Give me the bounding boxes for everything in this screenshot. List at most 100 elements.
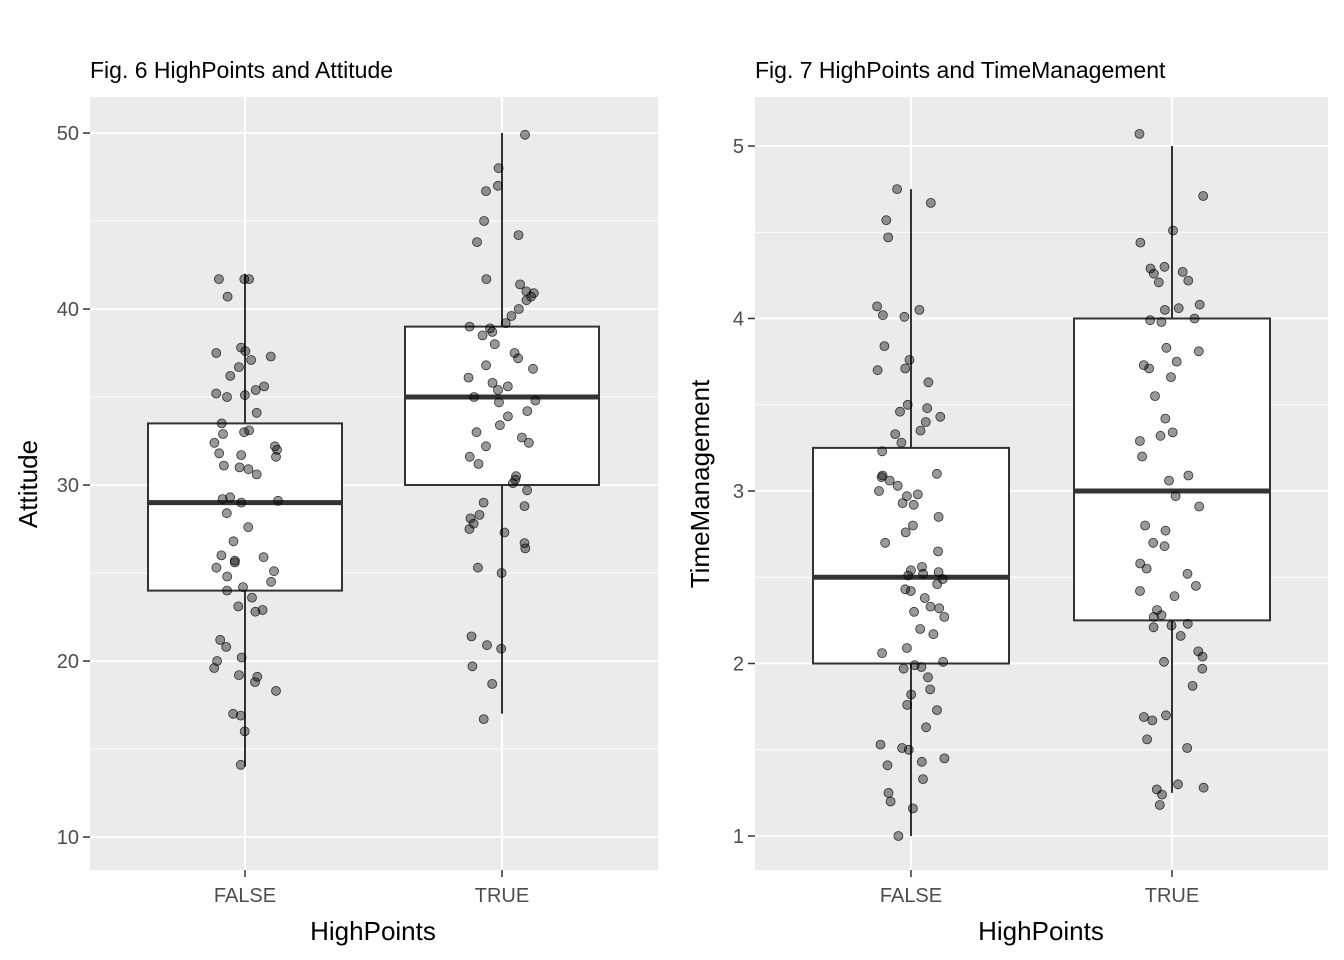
points-timemanagement [872,128,1209,841]
data-point [209,663,220,673]
box-true [1073,317,1271,622]
data-point [510,474,521,485]
data-point [1182,743,1193,753]
data-point [522,485,532,496]
data-point [933,546,943,557]
data-point [481,274,492,285]
y-tick-label: 5 [733,136,744,158]
data-point [1177,266,1188,277]
data-point [885,796,896,807]
data-point [234,670,244,680]
data-point [893,831,904,841]
data-point [1197,663,1208,674]
data-point [214,448,225,459]
data-point [874,486,884,496]
data-point [934,603,945,614]
data-point [479,216,490,226]
data-point [1170,491,1181,502]
data-point [269,566,279,577]
data-point [508,478,518,489]
data-point [1142,734,1152,745]
boxes-timemanagement [812,146,1271,836]
data-point [880,537,891,548]
data-point [1153,277,1164,288]
data-point [218,429,228,439]
x-tick-labels-attitude: FALSE TRUE [214,870,529,907]
data-point [1159,656,1169,667]
data-point [272,444,282,455]
data-point [935,411,946,422]
data-point [896,437,907,448]
data-point [217,494,228,505]
data-point [908,520,918,531]
data-point [1150,391,1160,402]
data-point [239,427,250,438]
data-point [234,462,245,473]
data-point [919,593,930,603]
data-point [1157,789,1167,800]
data-point [1156,317,1167,327]
data-point [266,576,277,587]
data-point [257,605,268,615]
data-point [939,612,950,622]
data-point [265,351,276,362]
data-point [216,418,227,429]
data-point [884,475,895,486]
data-point [464,321,475,332]
data-point [489,339,500,350]
data-point [487,679,498,689]
data-point [1182,568,1193,579]
data-point [211,348,222,358]
data-point [259,381,270,392]
y-tick-label: 3 [733,481,744,503]
data-point [1145,315,1155,326]
data-point [1183,275,1194,286]
data-point [252,671,263,682]
data-point [211,388,222,399]
y-tick-labels-attitude: 10 20 30 40 50 [57,123,90,849]
data-point [904,354,915,365]
data-point [1135,237,1146,248]
data-point [221,508,232,519]
data-point [246,355,257,365]
data-point [520,129,530,140]
data-point [1187,681,1198,691]
data-point [902,399,913,410]
data-point [243,464,254,475]
data-point [513,353,523,364]
data-point [1135,558,1146,569]
data-point [898,663,909,674]
data-point [239,390,250,401]
data-point [215,635,226,645]
data-point [250,606,261,617]
data-point [881,215,892,226]
data-point [500,318,511,329]
data-point [1139,712,1149,722]
data-point [1148,612,1159,622]
data-point [520,543,531,554]
data-point [238,582,248,592]
data-point [1135,436,1145,446]
data-point [872,365,883,376]
data-point [1138,360,1149,371]
data-point [918,568,928,579]
x-axis-title-timemanagement: HighPoints [978,916,1104,946]
data-point [908,803,918,814]
data-point [466,631,477,642]
box-false [812,446,1010,665]
data-point [240,346,251,357]
data-point [1137,451,1147,462]
data-point [225,492,236,503]
data-point [271,686,281,696]
data-point [222,291,233,302]
data-point [273,495,283,506]
data-point [228,708,239,719]
data-point [1148,622,1159,633]
data-point [493,163,504,174]
data-point [236,652,247,663]
data-point [1166,620,1177,631]
data-point [1159,541,1170,552]
data-point [1166,372,1176,383]
data-point [916,756,927,767]
